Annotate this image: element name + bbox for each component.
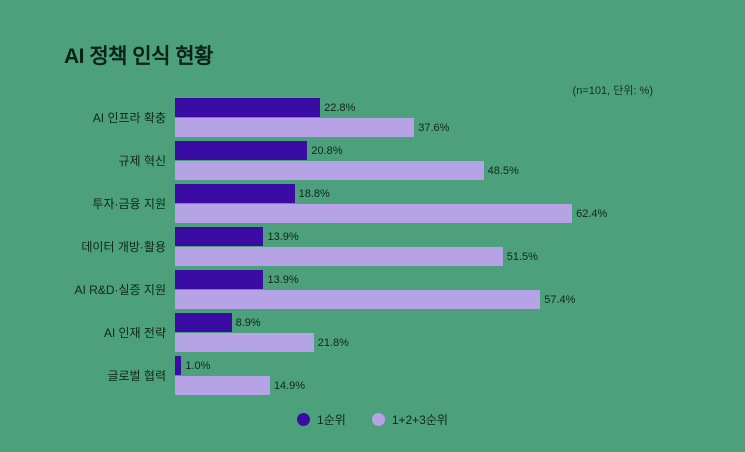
bar-group: 13.9% 51.5%	[175, 227, 595, 266]
bar-line: 1.0%	[175, 356, 595, 375]
legend-dot-icon	[371, 413, 385, 426]
bar-line: 18.8%	[175, 184, 595, 203]
chart-row: AI 인재 전략 8.9% 21.8%	[38, 313, 595, 352]
bar-line: 57.4%	[175, 290, 595, 309]
bar-secondary	[175, 333, 314, 352]
chart-row: 규제 혁신 20.8% 48.5%	[38, 141, 595, 180]
bar-primary	[175, 184, 295, 203]
bar-secondary	[175, 290, 541, 309]
bar-line: 13.9%	[175, 227, 595, 246]
chart-row: AI 인프라 확충 22.8% 37.6%	[38, 98, 595, 137]
sample-size-note: (n=101, 단위: %)	[572, 85, 653, 97]
category-label: 데이터 개방·활용	[81, 240, 166, 254]
bar-line: 51.5%	[175, 247, 595, 266]
bar-chart: AI 인프라 확충 22.8% 37.6% 규제 혁신 20.8% 48.5% 투자·금융 …	[38, 98, 607, 395]
bar-primary	[175, 141, 308, 160]
bar-group: 1.0% 14.9%	[175, 356, 595, 395]
value-label: 51.5%	[506, 250, 538, 263]
legend: 1순위 1+2+3순위	[0, 411, 745, 428]
bar-line: 21.8%	[175, 333, 595, 352]
value-label: 22.8%	[324, 101, 356, 114]
chart-row: 데이터 개방·활용 13.9% 51.5%	[38, 227, 595, 266]
category-label: 글로벌 협력	[107, 369, 166, 383]
bar-group: 20.8% 48.5%	[175, 141, 595, 180]
bar-line: 62.4%	[175, 204, 607, 223]
bar-line: 20.8%	[175, 141, 595, 160]
legend-item: 1+2+3순위	[371, 411, 448, 428]
bar-secondary	[175, 204, 573, 223]
bar-primary	[175, 356, 182, 375]
category-label: AI 인재 전략	[103, 326, 166, 340]
value-label: 20.8%	[311, 144, 343, 157]
category-label: 투자·금융 지원	[92, 197, 166, 211]
legend-label: 1+2+3순위	[391, 413, 448, 427]
value-label: 62.4%	[576, 207, 608, 220]
bar-group: 22.8% 37.6%	[175, 98, 595, 137]
chart-row: 글로벌 협력 1.0% 14.9%	[38, 356, 595, 395]
value-label: 13.9%	[267, 230, 299, 243]
value-label: 48.5%	[487, 164, 519, 177]
value-label: 13.9%	[267, 273, 299, 286]
bar-primary	[175, 313, 232, 332]
value-label: 18.8%	[298, 187, 330, 200]
chart-row: 투자·금융 지원 18.8% 62.4%	[38, 184, 607, 223]
category-label: AI R&D·실증 지원	[74, 283, 167, 297]
bar-group: 18.8% 62.4%	[175, 184, 607, 223]
bar-line: 8.9%	[175, 313, 595, 332]
bar-line: 13.9%	[175, 270, 595, 289]
value-label: 57.4%	[544, 293, 576, 306]
bar-line: 48.5%	[175, 161, 595, 180]
value-label: 21.8%	[317, 336, 349, 349]
bar-line: 14.9%	[175, 376, 595, 395]
category-label: 규제 혁신	[118, 154, 167, 168]
bar-secondary	[175, 118, 415, 137]
legend-item: 1순위	[297, 411, 346, 428]
value-label: 8.9%	[235, 316, 261, 329]
bar-primary	[175, 98, 321, 117]
bar-line: 22.8%	[175, 98, 595, 117]
bar-primary	[175, 227, 264, 246]
value-label: 1.0%	[185, 359, 211, 372]
page-title: AI 정책 인식 현황	[64, 45, 213, 69]
value-label: 14.9%	[273, 379, 306, 392]
bar-line: 37.6%	[175, 118, 595, 137]
bar-group: 8.9% 21.8%	[175, 313, 595, 352]
bar-group: 13.9% 57.4%	[175, 270, 595, 309]
legend-label: 1순위	[317, 413, 346, 427]
bar-secondary	[175, 247, 503, 266]
category-label: AI 인프라 확충	[92, 111, 166, 125]
chart-row: AI R&D·실증 지원 13.9% 57.4%	[38, 270, 595, 309]
bar-primary	[175, 270, 264, 289]
bar-secondary	[175, 376, 270, 395]
value-label: 37.6%	[418, 121, 450, 134]
bar-secondary	[175, 161, 484, 180]
legend-dot-icon	[297, 413, 311, 426]
